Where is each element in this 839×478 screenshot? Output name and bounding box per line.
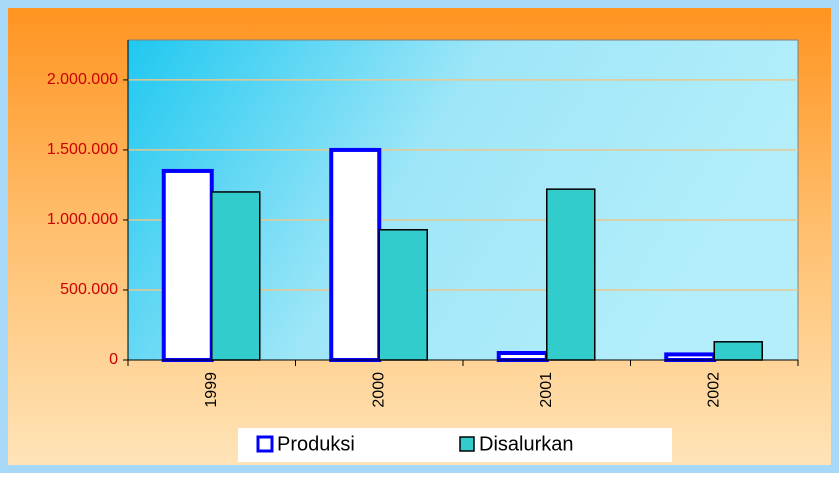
legend-label: Produksi bbox=[277, 433, 355, 455]
x-tick-label: 2001 bbox=[538, 372, 555, 408]
bar bbox=[496, 350, 549, 362]
bar bbox=[378, 229, 428, 361]
bar bbox=[329, 147, 382, 362]
x-tick-label: 1999 bbox=[203, 372, 220, 408]
x-tick-label: 2002 bbox=[705, 372, 722, 408]
bar bbox=[713, 341, 763, 361]
legend-swatch bbox=[459, 436, 475, 452]
bar bbox=[211, 191, 261, 361]
y-tick-label: 1.500.000 bbox=[47, 141, 118, 158]
y-tick-label: 500.000 bbox=[60, 281, 118, 298]
y-tick-label: 2.000.000 bbox=[47, 71, 118, 88]
x-tick-label: 2000 bbox=[370, 372, 387, 408]
legend-swatch bbox=[256, 435, 274, 453]
y-tick-label: 1.000.000 bbox=[47, 211, 118, 228]
bar bbox=[664, 352, 717, 363]
bar bbox=[161, 168, 214, 362]
legend bbox=[238, 428, 672, 462]
legend-label: Disalurkan bbox=[479, 433, 573, 455]
bar bbox=[546, 188, 596, 361]
y-tick-label: 0 bbox=[109, 351, 118, 368]
